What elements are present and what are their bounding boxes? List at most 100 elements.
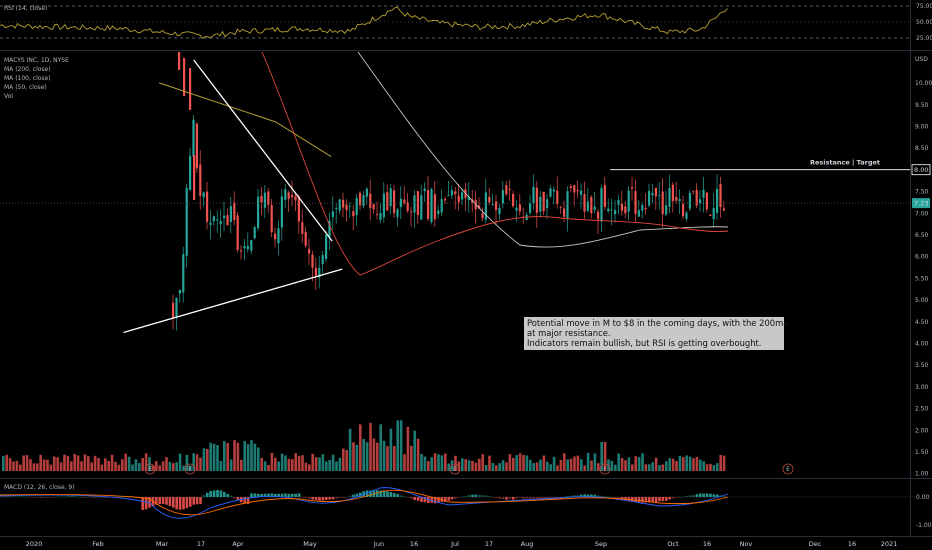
candle-body	[508, 189, 511, 191]
volume-bar	[685, 455, 688, 471]
macd-hist-bar	[12, 496, 15, 497]
macd-hist-bar	[658, 497, 661, 502]
candle-body	[447, 195, 450, 196]
price-tick-label: 2.00	[915, 427, 929, 434]
candle-body	[287, 192, 290, 199]
macd-hist-bar	[223, 492, 226, 497]
volume-bar	[5, 454, 8, 471]
macd-hist-bar	[498, 497, 501, 499]
macd-hist-bar	[661, 497, 665, 502]
volume-bar	[291, 459, 294, 471]
macd-hist-bar	[15, 496, 19, 497]
macd-hist-bar	[369, 490, 372, 497]
volume-bar	[308, 464, 311, 471]
macd-hist-bar	[121, 496, 124, 498]
volume-bar	[617, 453, 620, 471]
candle-body	[637, 210, 640, 217]
candle-body	[569, 186, 572, 188]
macd-hist-bar	[634, 497, 637, 503]
candle-body	[260, 195, 263, 203]
volume-bar	[590, 460, 593, 471]
volume-bar	[121, 459, 124, 471]
note-line-2: at major resistance.	[527, 328, 611, 338]
volume-bar	[345, 449, 348, 471]
ma200-line	[158, 82, 332, 158]
candle-body	[257, 196, 260, 229]
macd-hist-bar	[19, 496, 22, 498]
volume-bar	[532, 463, 535, 471]
candle-body	[478, 205, 481, 209]
macd-hist-bar	[56, 496, 59, 498]
volume-bar	[624, 460, 627, 471]
volume-bar	[216, 445, 219, 471]
candle-body	[709, 214, 712, 216]
volume-bar	[668, 458, 671, 471]
volume-bar	[498, 463, 501, 471]
macd-hist-bar	[246, 497, 250, 504]
candle-body	[665, 205, 668, 215]
candle-body	[624, 206, 627, 214]
volume-bar	[423, 456, 427, 471]
candle-body	[175, 297, 178, 317]
annotation-note[interactable]: Potential move in M to $8 in the coming …	[524, 317, 789, 350]
candle-body	[631, 187, 634, 189]
earnings-marker	[144, 463, 156, 475]
macd-hist-bar	[614, 497, 617, 498]
candle-body	[512, 193, 515, 207]
volume-bar	[450, 460, 454, 471]
volume-bar	[386, 446, 389, 471]
macd-hist-bar	[83, 497, 87, 498]
volume-bar	[559, 460, 563, 471]
volume-bar	[185, 454, 189, 471]
candle-body	[376, 214, 379, 216]
rsi-line	[0, 6, 728, 39]
candle-body	[195, 123, 198, 169]
macd-hist-bar	[532, 497, 535, 499]
macd-hist-bar	[416, 497, 420, 501]
macd-hist-bar	[695, 494, 699, 497]
candle-body	[301, 222, 304, 234]
volume-bar	[236, 442, 240, 471]
candle-body	[294, 196, 297, 201]
candle-body	[386, 192, 389, 211]
macd-hist-bar	[328, 497, 331, 500]
macd-hist-bar	[291, 493, 294, 497]
volume-bar	[508, 454, 512, 471]
macd-hist-bar	[590, 494, 593, 497]
volume-bar	[389, 428, 393, 471]
macd-histogram	[2, 489, 726, 510]
macd-hist-bar	[478, 494, 481, 497]
time-axis-label: 16	[848, 540, 856, 548]
macd-hist-bar	[685, 496, 688, 497]
macd-hist-bar	[325, 497, 328, 500]
macd-hist-bar	[345, 497, 348, 498]
volume-bar	[471, 460, 474, 471]
candle-body	[678, 199, 681, 202]
volume-bar	[104, 458, 107, 471]
macd-hist-bar	[206, 492, 209, 497]
macd-hist-bar	[668, 497, 671, 500]
note-line-3: Indicators remain bullish, but RSI is ge…	[527, 338, 762, 348]
macd-hist-bar	[63, 496, 66, 498]
macd-hist-bar	[563, 496, 566, 498]
macd-hist-bar	[512, 497, 515, 500]
volume-bar	[66, 455, 70, 471]
macd-hist-bar	[491, 497, 495, 498]
macd-hist-bar	[355, 493, 359, 497]
candle-body	[634, 191, 637, 214]
macd-hist-bar	[529, 497, 532, 499]
volume-bar	[566, 459, 569, 471]
macd-hist-bar	[192, 497, 195, 505]
note-line-1: Potential move in M to $8 in the coming …	[527, 318, 789, 328]
candle-body	[532, 186, 535, 203]
volume-bar	[8, 458, 12, 471]
volume-bar	[695, 456, 699, 471]
volume-bar	[522, 454, 525, 471]
volume-bar	[416, 438, 420, 471]
candle-body	[484, 192, 487, 220]
volume-bar	[495, 465, 498, 471]
volume-bar	[331, 454, 335, 471]
macd-hist-bar	[603, 496, 607, 497]
